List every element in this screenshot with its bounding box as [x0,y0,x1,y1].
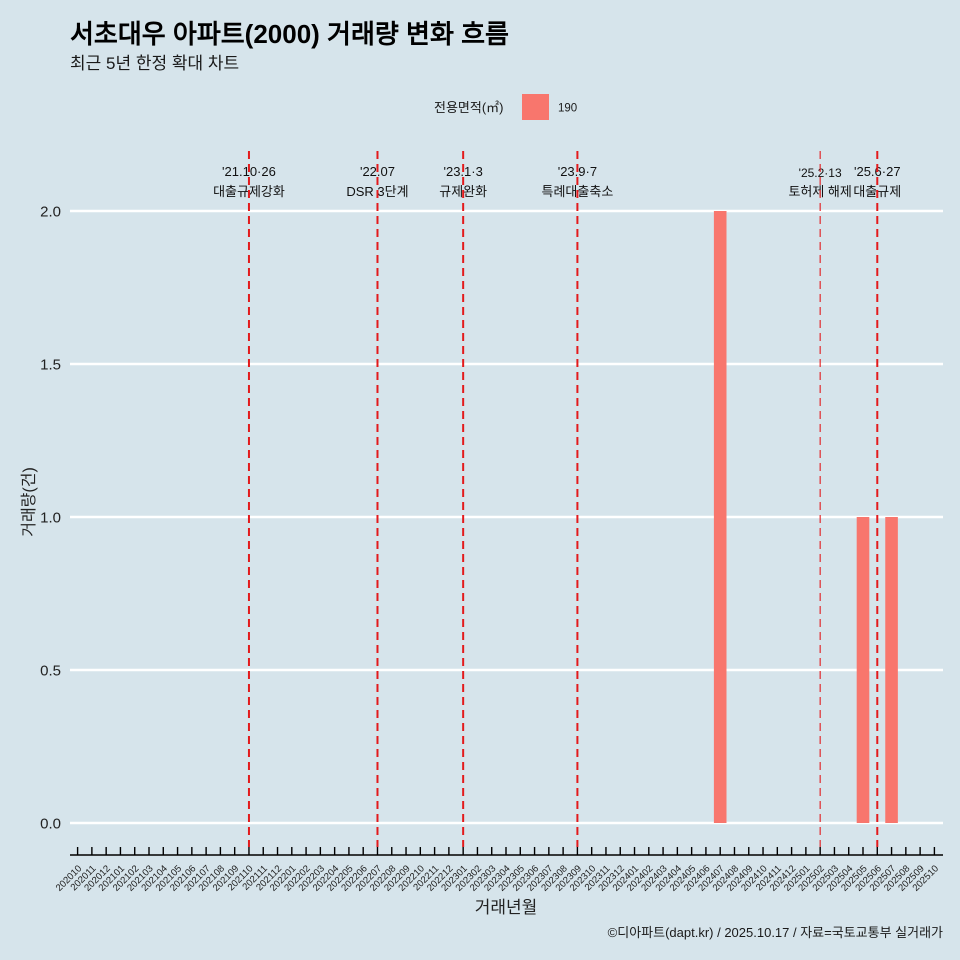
bars [713,211,898,823]
y-tick-label: 1.5 [40,357,61,374]
legend-item-label: 190 [558,103,577,115]
caption: ©디아파트(dapt.kr) / 2025.10.17 / 자료=국토교통부 실… [608,925,943,940]
x-axis-title: 거래년월 [475,898,538,917]
y-tick-label: 0.0 [40,816,61,833]
annotation-date: '25.2·13 [799,166,842,180]
chart-title: 서초대우 아파트(2000) 거래량 변화 흐름 [70,19,509,49]
bar-202507 [885,517,898,823]
policy-annotations: '21.10·26대출규제강화'22.07DSR 3단계'23.1·3규제완화'… [213,164,901,199]
legend-title: 전용면적(㎡) [434,100,504,115]
y-gridlines [70,209,943,825]
x-axis: 2020102020112020122021012021022021032021… [54,847,943,894]
legend-key-swatch [522,94,549,120]
chart-subtitle: 최근 5년 한정 확대 차트 [70,54,239,73]
bar-202407 [713,211,727,823]
legend: 전용면적(㎡) 190 [434,94,577,120]
y-tick-label: 1.0 [40,510,61,527]
bar-202505 [856,517,870,823]
y-axis-title: 거래량(건) [20,467,38,537]
y-tick-label: 0.5 [40,663,61,680]
y-axis-tick-labels: 0.0 0.5 1.0 1.5 2.0 [40,204,61,833]
y-tick-label: 2.0 [40,204,61,221]
policy-lines [247,151,879,847]
